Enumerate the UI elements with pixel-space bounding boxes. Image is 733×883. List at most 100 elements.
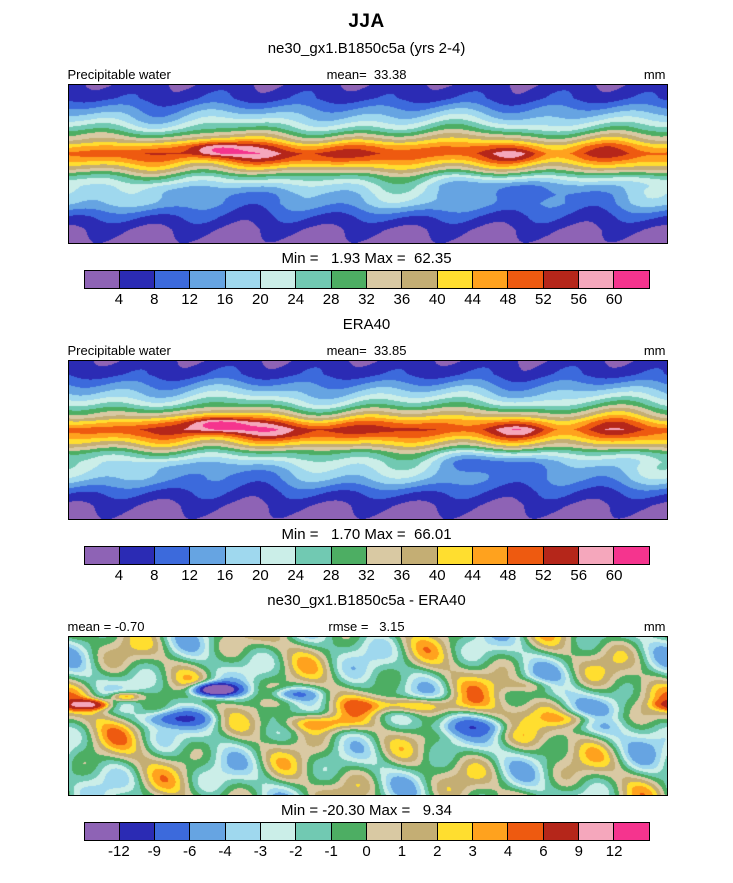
units-label: mm (643, 67, 666, 82)
colorbar-tick-label: -6 (182, 843, 197, 860)
colorbar-cell (261, 271, 297, 288)
colorbar-cell (614, 823, 649, 840)
colorbar-tick-label: 4 (114, 567, 124, 584)
colorbar-tick-label: 52 (535, 291, 552, 308)
panel-era40-title: ERA40 (342, 316, 391, 333)
colorbar-cell (543, 547, 579, 564)
colorbar-tick-label: 6 (539, 843, 548, 860)
colorbar-tick-label: 0 (362, 843, 371, 860)
variable-label: Precipitable water (67, 67, 171, 82)
colorbar-cell (578, 823, 615, 840)
mean-value-label: mean = -0.70 (67, 619, 145, 634)
colorbar-cell (402, 547, 438, 564)
panel-era40-map-header: Precipitable water mean= 33.85 mm (68, 343, 666, 358)
colorbar-cells (83, 270, 650, 289)
colorbar-cell (508, 547, 544, 564)
colorbar-tick-label: 4 (503, 843, 513, 860)
colorbar-tick-label: 32 (358, 567, 375, 584)
colorbar-tick-label: 12 (181, 567, 198, 584)
colorbar-tick-label: 48 (499, 567, 517, 584)
colorbar-cell (472, 823, 509, 840)
panel-difference-title: ne30_gx1.B1850c5a - ERA40 (267, 592, 466, 609)
colorbar-tick-label: 56 (570, 291, 588, 308)
colorbar-cell (190, 547, 226, 564)
colorbar-cell (437, 823, 473, 840)
colorbar-cells (83, 822, 650, 841)
colorbar-cell (261, 547, 297, 564)
colorbar-tick-label: 36 (393, 291, 411, 308)
colorbar-tick-label: 20 (252, 291, 269, 308)
min-max-label: Min = 1.93 Max = 62.35 (281, 250, 452, 267)
colorbar-cell (402, 823, 438, 840)
colorbar-tick-label: -1 (324, 843, 338, 860)
colorbar-cell (543, 823, 579, 840)
colorbar-cell (367, 547, 403, 564)
colorbar-cell (367, 823, 403, 840)
colorbar-tick-label: 16 (216, 291, 234, 308)
colorbar-model: 4 8 12 16 20 24 28 32 36 40 44 48 52 56 60 (83, 270, 650, 309)
colorbar-tick-label: 2 (433, 843, 442, 860)
colorbar-cell (331, 823, 367, 840)
colorbar-tick-label: 52 (535, 567, 552, 584)
colorbar-tick-labels: -12 -9 -6 -4 -3 -2 -1 0 1 2 3 4 6 9 12 (84, 842, 650, 861)
colorbar-cell (296, 547, 332, 564)
colorbar-cell (190, 271, 226, 288)
colorbar-tick-label: 60 (605, 291, 623, 308)
colorbar-cell (225, 823, 262, 840)
colorbar-tick-label: 8 (150, 291, 159, 308)
colorbar-cell (472, 547, 509, 564)
colorbar-cell (508, 823, 544, 840)
colorbar-tick-label: 32 (358, 291, 375, 308)
colorbar-cell (402, 271, 438, 288)
colorbar-tick-label: 3 (468, 843, 477, 860)
min-max-label: Min = 1.70 Max = 66.01 (281, 526, 452, 543)
colorbar-tick-label: 28 (322, 291, 340, 308)
colorbar-tick-label: 20 (252, 567, 269, 584)
panel-era40-map-block: Precipitable water mean= 33.85 mm Min = … (67, 333, 668, 585)
rmse-value-label: rmse = 3.15 (328, 619, 405, 634)
colorbar-cell (296, 271, 332, 288)
colorbar-tick-label: 24 (287, 567, 305, 584)
colorbar-tick-labels: 4 8 12 16 20 24 28 32 36 40 44 48 52 56 60 (84, 566, 650, 585)
colorbar-cell (84, 547, 120, 564)
colorbar-tick-label: 24 (287, 291, 305, 308)
colorbar-cell (614, 271, 649, 288)
colorbar-tick-label: 44 (464, 567, 481, 584)
panel-difference-map-block: mean = -0.70 rmse = 3.15 mm Min = -20.30… (67, 609, 668, 861)
colorbar-cell (119, 823, 156, 840)
colorbar-cell (155, 823, 191, 840)
colorbar-cell (578, 271, 615, 288)
colorbar-tick-label: 48 (499, 291, 517, 308)
colorbar-cells (83, 546, 650, 565)
panel-difference-map-header: mean = -0.70 rmse = 3.15 mm (68, 619, 666, 634)
colorbar-cell (472, 271, 509, 288)
colorbar-tick-label: 1 (397, 843, 407, 860)
colorbar-tick-label: 28 (322, 567, 340, 584)
colorbar-tick-label: 56 (570, 567, 588, 584)
colorbar-tick-label: -4 (218, 843, 232, 860)
units-label: mm (643, 343, 666, 358)
colorbar-tick-labels: 4 8 12 16 20 24 28 32 36 40 44 48 52 56 60 (84, 290, 650, 309)
colorbar-tick-label: 9 (574, 843, 583, 860)
map-canvas-model (67, 84, 668, 244)
colorbar-tick-label: 36 (393, 567, 411, 584)
colorbar-cell (84, 271, 120, 288)
colorbar-cell (155, 547, 191, 564)
colorbar-tick-label: 8 (150, 567, 159, 584)
min-max-label: Min = -20.30 Max = 9.34 (281, 802, 452, 819)
colorbar-cell (225, 547, 262, 564)
colorbar-cell (296, 823, 332, 840)
panel-model: ne30_gx1.B1850c5a (yrs 2-4) Precipitable… (0, 33, 733, 309)
colorbar-tick-label: 40 (428, 567, 446, 584)
colorbar-cell (155, 271, 191, 288)
colorbar-cell (437, 271, 473, 288)
map-canvas-difference (67, 636, 668, 796)
colorbar-cell (543, 271, 579, 288)
colorbar-cell (225, 271, 262, 288)
colorbar-tick-label: 40 (428, 291, 446, 308)
panel-model-title: ne30_gx1.B1850c5a (yrs 2-4) (267, 40, 466, 57)
colorbar-era40: 4 8 12 16 20 24 28 32 36 40 44 48 52 56 60 (83, 546, 650, 585)
figure-title: JJA (348, 11, 385, 32)
colorbar-cell (261, 823, 297, 840)
colorbar-tick-label: -3 (253, 843, 268, 860)
